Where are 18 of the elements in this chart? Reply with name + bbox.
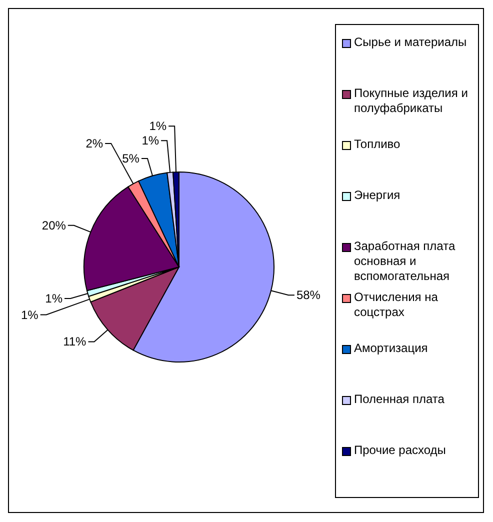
data-label: 20% (42, 218, 66, 232)
legend-label: Амортизация (354, 340, 428, 356)
legend-label: Отчисления на соцстрах (354, 290, 439, 320)
data-label: 5% (122, 151, 140, 166)
data-label: 11% (63, 334, 87, 349)
data-label: 1% (149, 119, 167, 134)
data-label: 1% (45, 292, 63, 306)
data-label: 58% (296, 288, 321, 302)
legend-label: Топливо (354, 136, 400, 152)
data-label: 1% (142, 134, 160, 148)
data-label: 1% (20, 308, 39, 322)
legend-label: Поленная плата (354, 392, 444, 406)
legend-label: Заработная плата основная и вспомогательная (354, 238, 456, 284)
legend-label: Покупные изделия и полуфабрикаты (354, 86, 469, 116)
legend-label: Прочие расходы (354, 442, 446, 458)
data-label: 2% (86, 136, 104, 150)
legend-label: Энергия (354, 188, 400, 202)
legend-label: Сырье и материалы (354, 34, 467, 50)
